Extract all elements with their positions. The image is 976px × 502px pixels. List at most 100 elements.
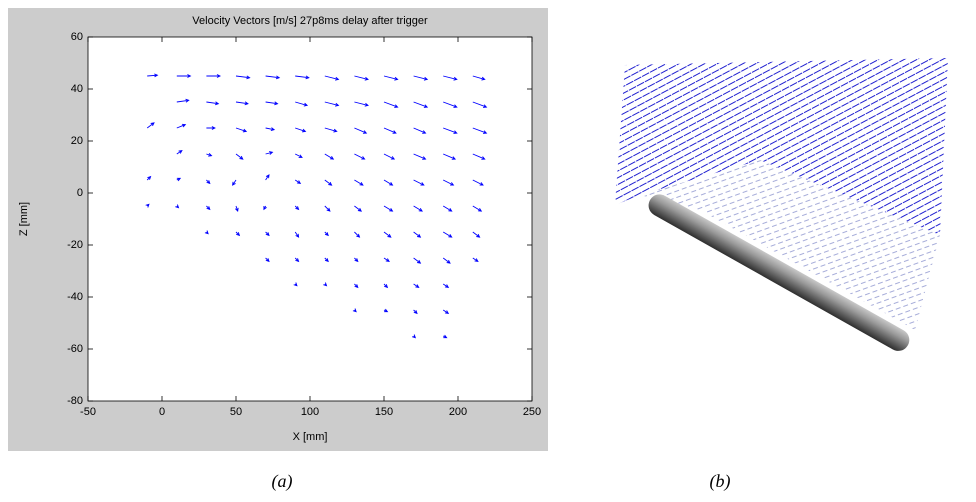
velocity-vector xyxy=(145,203,150,208)
y-tick-label: 20 xyxy=(71,135,83,147)
velocity-vector xyxy=(265,174,270,181)
velocity-vector xyxy=(294,179,302,184)
velocity-vector xyxy=(383,205,394,212)
velocity-vector xyxy=(175,204,180,209)
velocity-vector xyxy=(413,283,420,288)
velocity-vector xyxy=(354,231,361,238)
velocity-vector xyxy=(472,231,481,238)
vector-field-image xyxy=(640,160,940,330)
velocity-vector xyxy=(354,127,368,134)
velocity-vector xyxy=(472,127,488,134)
velocity-vector xyxy=(235,75,251,80)
velocity-vector xyxy=(442,309,450,314)
velocity-vector xyxy=(235,127,248,133)
y-tick-label: -20 xyxy=(67,239,83,251)
velocity-vector xyxy=(294,205,300,211)
y-axis-label: Z [mm] xyxy=(18,202,30,236)
velocity-vector xyxy=(293,282,298,287)
velocity-vector xyxy=(442,179,455,186)
y-tick-label: 40 xyxy=(71,83,83,95)
velocity-vector xyxy=(324,101,340,107)
velocity-vector xyxy=(324,231,329,237)
velocity-vector xyxy=(383,75,399,81)
plot-area xyxy=(87,36,533,402)
velocity-vector xyxy=(235,231,241,237)
velocity-vector xyxy=(235,205,239,213)
velocity-vector xyxy=(147,73,159,78)
velocity-vector xyxy=(413,257,422,264)
velocity-vector xyxy=(354,101,369,107)
velocity-vector xyxy=(383,127,397,134)
velocity-vector xyxy=(295,127,307,133)
velocity-vector xyxy=(146,122,155,129)
x-tick-label: 150 xyxy=(375,406,393,418)
velocity-vector xyxy=(472,179,484,186)
velocity-vector xyxy=(324,153,335,160)
velocity-vector xyxy=(442,231,453,238)
velocity-vector xyxy=(413,309,418,315)
velocity-vector xyxy=(176,177,182,182)
velocity-vector xyxy=(383,231,392,238)
velocity-vector xyxy=(383,257,390,262)
velocity-vector xyxy=(383,283,389,289)
velocity-vector xyxy=(265,127,276,132)
velocity-vector xyxy=(265,231,270,237)
velocity-vector xyxy=(146,175,152,181)
velocity-vector xyxy=(265,151,274,155)
velocity-vector xyxy=(206,74,222,78)
x-tick-label: 200 xyxy=(449,406,467,418)
velocity-vector xyxy=(472,257,479,262)
panel-b-image xyxy=(615,58,948,351)
velocity-vector xyxy=(206,153,213,157)
velocity-vector xyxy=(206,101,220,106)
caption: (b) xyxy=(710,471,731,492)
x-tick-label: -50 xyxy=(80,406,96,418)
velocity-vector xyxy=(472,75,486,81)
velocity-vector xyxy=(324,205,331,212)
velocity-vector xyxy=(265,257,270,263)
velocity-vector xyxy=(324,75,340,81)
velocity-vector xyxy=(383,308,389,313)
velocity-vector xyxy=(294,231,300,238)
velocity-vector xyxy=(354,179,364,186)
velocity-vector xyxy=(263,205,267,211)
velocity-vector xyxy=(354,205,363,212)
velocity-vector xyxy=(206,205,211,211)
velocity-vector xyxy=(354,257,359,263)
velocity-vector xyxy=(295,101,309,107)
velocity-vector xyxy=(383,179,394,186)
velocity-vector xyxy=(294,153,303,158)
velocity-vector xyxy=(413,231,422,238)
vector-field-image xyxy=(615,58,948,235)
velocity-vector xyxy=(235,153,244,160)
velocity-vector xyxy=(472,153,486,160)
velocity-vector xyxy=(413,127,427,134)
velocity-vector xyxy=(413,179,425,186)
velocity-vector xyxy=(442,205,453,212)
caption: (a) xyxy=(272,471,293,492)
velocity-vector xyxy=(265,101,279,106)
velocity-vector xyxy=(176,74,192,78)
velocity-vector xyxy=(442,334,448,339)
velocity-vector xyxy=(354,75,369,81)
velocity-vector xyxy=(354,283,359,289)
velocity-vector xyxy=(324,257,329,263)
velocity-vector xyxy=(235,101,249,106)
y-tick-label: 60 xyxy=(71,31,83,43)
velocity-vector xyxy=(413,75,429,81)
velocity-vector xyxy=(206,179,211,185)
velocity-vector xyxy=(232,179,237,186)
velocity-vector xyxy=(176,98,190,103)
velocity-vector xyxy=(383,101,399,108)
velocity-vector xyxy=(204,230,209,235)
y-tick-label: -40 xyxy=(67,291,83,303)
velocity-vector xyxy=(176,150,183,155)
velocity-vector xyxy=(294,257,300,263)
velocity-vector xyxy=(383,153,396,160)
velocity-vector xyxy=(443,127,458,134)
velocity-vector xyxy=(352,308,357,313)
velocity-vector xyxy=(472,101,488,108)
velocity-vector xyxy=(472,205,483,212)
y-tick-label: 0 xyxy=(77,187,83,199)
